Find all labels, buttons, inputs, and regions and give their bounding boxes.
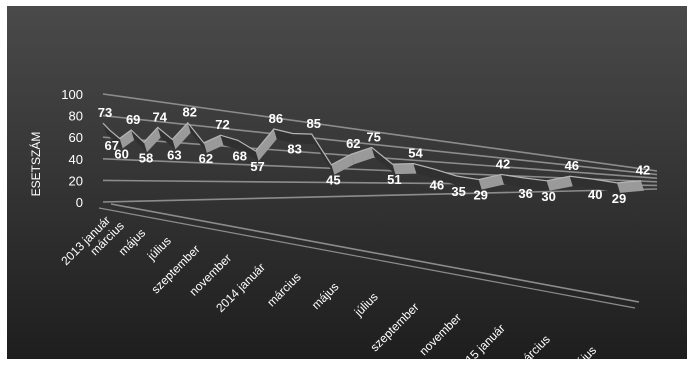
ribbon-segment — [351, 147, 375, 165]
y-axis-ticks: 0 20 40 60 80 100 — [61, 87, 83, 210]
data-label: 75 — [366, 129, 380, 144]
ribbon-segment — [109, 130, 123, 149]
gridline — [102, 188, 658, 203]
data-label: 85 — [307, 116, 321, 131]
data-label: 46 — [565, 158, 579, 173]
data-label: 29 — [473, 188, 487, 203]
ribbon-segment — [392, 163, 417, 175]
ribbon-segment — [617, 180, 644, 193]
data-label: 68 — [233, 148, 247, 163]
y-tick-label: 40 — [69, 152, 83, 167]
data-label: 29 — [612, 191, 626, 206]
data-label: 58 — [139, 150, 153, 165]
data-line — [102, 121, 642, 184]
y-tick-label: 60 — [69, 130, 83, 145]
data-label: 69 — [126, 112, 140, 127]
ribbon-segment — [103, 123, 113, 141]
data-label: 67 — [105, 138, 119, 153]
y-tick-label: 80 — [69, 109, 83, 124]
y-tick-label: 20 — [69, 173, 83, 188]
ribbon-segment — [203, 135, 224, 153]
data-label: 62 — [346, 136, 360, 151]
data-label: 45 — [326, 173, 340, 188]
data-label: 62 — [199, 151, 213, 166]
ribbon-segment — [331, 154, 355, 175]
data-label: 72 — [215, 117, 229, 132]
ribbon-segment — [237, 140, 259, 161]
data-label: 82 — [183, 105, 197, 120]
ribbon-segment — [220, 135, 241, 151]
y-tick-label: 0 — [76, 195, 83, 210]
gridline — [102, 114, 658, 176]
data-label: 57 — [250, 159, 264, 174]
ribbon-segment — [569, 176, 597, 190]
ribbon-segment — [143, 127, 161, 153]
ribbon-segment — [131, 129, 147, 153]
ribbon-segment — [523, 177, 550, 191]
ribbon-segment — [255, 128, 277, 161]
data-label: 60 — [114, 146, 128, 161]
data-ribbon — [102, 121, 644, 193]
data-label: 54 — [408, 146, 423, 161]
ribbon-segment — [273, 128, 296, 144]
y-tick-label: 100 — [61, 87, 83, 102]
data-label: 73 — [98, 105, 112, 120]
y-axis-title: ESETSZÁM — [28, 132, 43, 197]
gridlines — [98, 93, 658, 309]
ribbon-segment — [157, 127, 176, 150]
ribbon-segment — [119, 129, 135, 149]
ribbon-segment — [311, 134, 335, 175]
data-label: 86 — [269, 111, 283, 126]
data-label: 42 — [496, 156, 510, 171]
data-label: 35 — [451, 184, 465, 199]
data-label: 51 — [387, 172, 401, 187]
data-label: 40 — [588, 187, 602, 202]
data-label: 36 — [518, 186, 532, 201]
ribbon-segment — [434, 169, 460, 187]
ribbon-segment — [413, 163, 438, 180]
floor-line — [98, 207, 636, 309]
floor-line — [110, 203, 640, 303]
gridline — [102, 93, 658, 172]
ribbon-segment — [371, 147, 396, 175]
ribbon-segment — [292, 133, 315, 145]
chart-area: 0 20 40 60 80 100 ESETSZÁM 73 67 60 69 58 74 63 82 62… — [7, 6, 687, 359]
ribbon-segment — [172, 122, 191, 150]
data-label: 42 — [636, 163, 650, 178]
data-label: 83 — [287, 141, 301, 156]
data-label: 46 — [430, 177, 444, 192]
data-label: 74 — [153, 109, 168, 124]
data-label: 63 — [167, 147, 181, 162]
data-label: 30 — [541, 189, 555, 204]
ribbon-segment — [187, 122, 207, 153]
